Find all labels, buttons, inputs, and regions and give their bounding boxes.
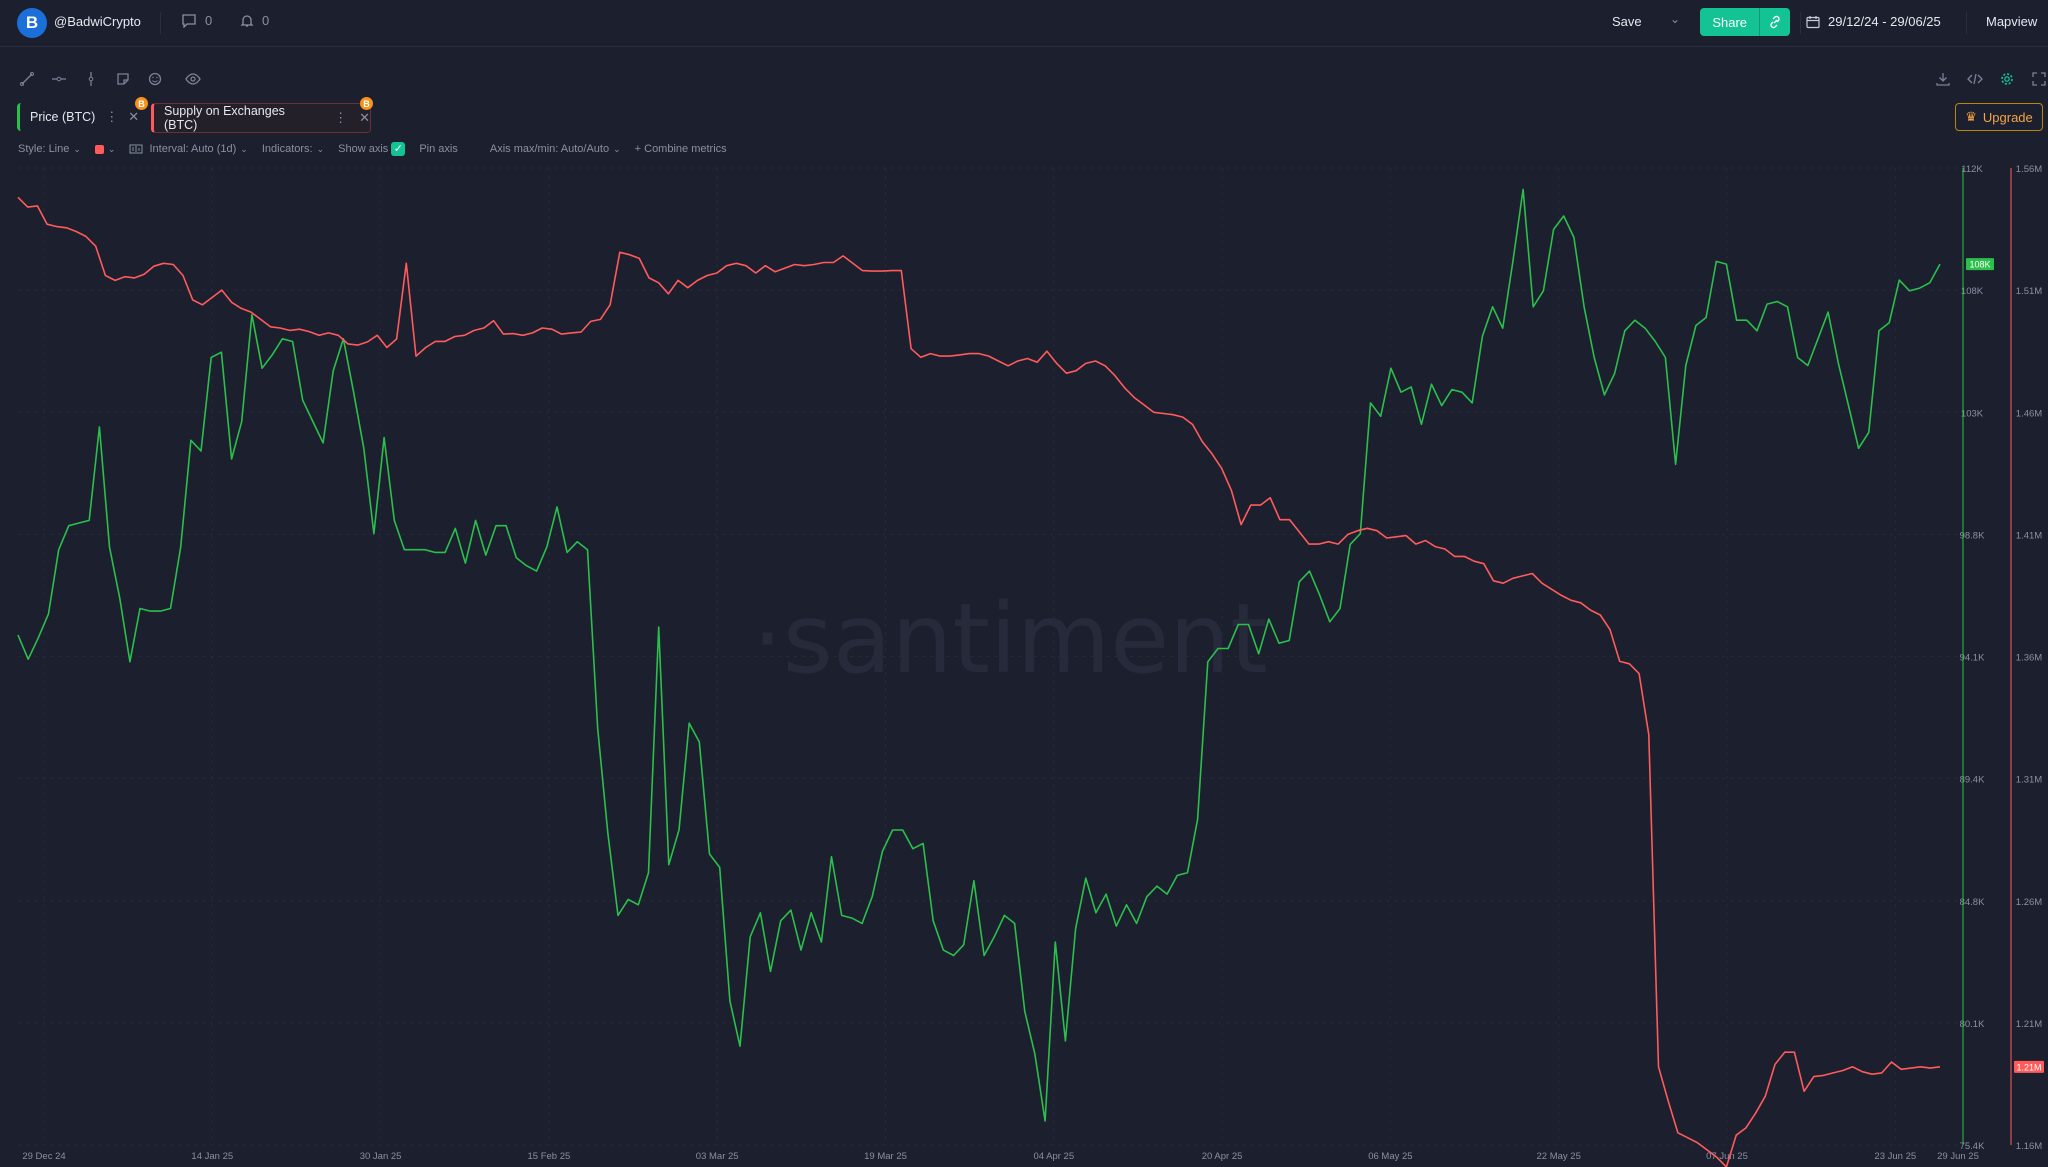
y-tick-left: 84.8K bbox=[1960, 897, 1985, 908]
metric-label: Price (BTC) bbox=[30, 110, 96, 124]
interval-dropdown[interactable]: Interval: Auto (1d) ⌄ bbox=[129, 143, 248, 155]
watermark: ·santiment bbox=[752, 583, 1268, 695]
fullscreen-icon[interactable] bbox=[2030, 70, 2048, 88]
metric-label: Supply on Exchanges (BTC) bbox=[164, 104, 285, 132]
price-series-line bbox=[17, 188, 1941, 1122]
bitcoin-icon: B bbox=[360, 97, 373, 110]
show-axis-toggle[interactable]: Show axis ✓ bbox=[338, 142, 406, 156]
share-button-group: Share bbox=[1700, 8, 1790, 36]
date-range-label: 29/12/24 - 29/06/25 bbox=[1828, 14, 1941, 29]
color-swatch bbox=[94, 144, 104, 154]
crown-icon: ♛ bbox=[1965, 109, 1977, 124]
y-tick-right: 1.51M bbox=[2016, 286, 2042, 297]
y-tick-right: 1.41M bbox=[2016, 530, 2042, 541]
divider bbox=[160, 12, 161, 34]
note-icon[interactable] bbox=[114, 70, 132, 88]
price-last-value-label: 108K bbox=[1969, 260, 1990, 270]
y-tick-right: 1.21M bbox=[2016, 1019, 2042, 1030]
indicators-dropdown[interactable]: Indicators: ⌄ bbox=[261, 143, 325, 155]
x-tick-label: 20 Apr 25 bbox=[1202, 1151, 1243, 1162]
x-tick-label: 22 May 25 bbox=[1537, 1151, 1581, 1162]
supply-last-value-label: 1.21M bbox=[2016, 1062, 2041, 1072]
bitcoin-icon: B bbox=[135, 97, 148, 110]
metric-tab-supply[interactable]: Supply on Exchanges (BTC) ⋮ ✕ bbox=[151, 103, 371, 133]
style-dropdown[interactable]: Style: Line ⌄ bbox=[18, 143, 81, 155]
save-options-chevron-icon[interactable]: ⌄ bbox=[1670, 12, 1681, 26]
price-last-value-badge bbox=[1966, 258, 1994, 271]
x-tick-label: 19 Mar 25 bbox=[864, 1151, 907, 1162]
y-tick-right: 1.46M bbox=[2016, 408, 2042, 419]
avatar[interactable]: B bbox=[17, 8, 47, 38]
close-icon[interactable]: ✕ bbox=[128, 109, 140, 124]
color-picker[interactable]: ⌄ bbox=[94, 143, 115, 155]
y-tick-left: 89.4K bbox=[1960, 775, 1985, 786]
checkbox-checked-icon[interactable]: ✓ bbox=[391, 142, 406, 156]
download-icon[interactable] bbox=[1934, 70, 1952, 88]
y-tick-left: 80.1K bbox=[1960, 1019, 1985, 1030]
divider bbox=[1966, 12, 1967, 34]
plus-icon: + bbox=[634, 143, 645, 155]
y-tick-left: 75.4K bbox=[1960, 1141, 1985, 1152]
vertical-line-icon[interactable] bbox=[82, 70, 100, 88]
date-range-picker[interactable]: 29/12/24 - 29/06/25 bbox=[1806, 14, 1941, 29]
y-tick-left: 108K bbox=[1961, 286, 1984, 297]
comments-button[interactable]: 0 bbox=[181, 13, 212, 28]
supply-last-value-badge bbox=[2014, 1060, 2044, 1073]
more-options-icon[interactable]: ⋮ bbox=[334, 110, 348, 125]
settings-icon[interactable] bbox=[1998, 70, 2016, 88]
chart-actions-toolbar bbox=[1934, 70, 2048, 88]
y-tick-left: 98.8K bbox=[1960, 530, 1985, 541]
metric-tab-price[interactable]: Price (BTC) ⋮ ✕ bbox=[17, 103, 140, 131]
combine-metrics-button[interactable]: + Combine metrics bbox=[634, 143, 727, 155]
x-tick-label: 14 Jan 25 bbox=[191, 1151, 233, 1162]
x-tick-label: 23 Jun 25 bbox=[1874, 1151, 1916, 1162]
share-button[interactable]: Share bbox=[1712, 14, 1748, 30]
x-tick-label: 15 Feb 25 bbox=[528, 1151, 571, 1162]
y-tick-right: 1.16M bbox=[2016, 1141, 2042, 1152]
eye-icon[interactable] bbox=[184, 70, 202, 88]
top-bar: B @BadwiCrypto 0 0 Save ⌄ Share 29/12/24… bbox=[0, 0, 2048, 47]
supply-series-line bbox=[17, 196, 1941, 1167]
upgrade-label: Upgrade bbox=[1982, 109, 2033, 125]
comments-count: 0 bbox=[205, 13, 213, 28]
alerts-button[interactable]: 0 bbox=[240, 13, 269, 28]
bell-icon bbox=[240, 14, 254, 27]
calendar-icon bbox=[1806, 15, 1820, 28]
x-tick-label: 04 Apr 25 bbox=[1033, 1151, 1074, 1162]
metric-settings-row: Style: Line ⌄ ⌄ Interval: Auto (1d) ⌄ Indi… bbox=[18, 142, 727, 156]
draw-line-icon[interactable] bbox=[18, 70, 36, 88]
horizontal-ray-icon[interactable] bbox=[50, 70, 68, 88]
x-tick-label: 29 Jun 25 bbox=[1937, 1151, 1979, 1162]
y-tick-right: 1.31M bbox=[2016, 775, 2042, 786]
x-tick-label: 03 Mar 25 bbox=[696, 1151, 739, 1162]
pin-axis-toggle[interactable]: Pin axis bbox=[419, 143, 458, 155]
alerts-count: 0 bbox=[262, 13, 270, 28]
more-options-icon[interactable]: ⋮ bbox=[105, 109, 119, 124]
comment-icon bbox=[182, 13, 196, 28]
divider bbox=[1800, 12, 1801, 34]
y-tick-left: 103K bbox=[1961, 408, 1984, 419]
y-tick-left: 112K bbox=[1961, 164, 1983, 175]
y-tick-left: 94.1K bbox=[1960, 653, 1985, 664]
emoji-icon[interactable] bbox=[146, 70, 164, 88]
drawing-toolbar bbox=[18, 70, 202, 88]
copy-link-icon[interactable] bbox=[1759, 8, 1790, 36]
y-tick-right: 1.26M bbox=[2016, 897, 2042, 908]
axis-minmax-dropdown[interactable]: Axis max/min: Auto/Auto ⌄ bbox=[489, 143, 621, 155]
username[interactable]: @BadwiCrypto bbox=[54, 14, 141, 29]
x-tick-label: 29 Dec 24 bbox=[22, 1151, 65, 1162]
x-tick-label: 07 Jun 25 bbox=[1706, 1151, 1748, 1162]
save-button[interactable]: Save bbox=[1612, 14, 1642, 29]
embed-code-icon[interactable] bbox=[1966, 70, 1984, 88]
y-tick-right: 1.36M bbox=[2016, 653, 2042, 664]
mapview-button[interactable]: Mapview bbox=[1986, 14, 2038, 29]
upgrade-button[interactable]: ♛ Upgrade bbox=[1955, 103, 2043, 131]
candles-icon bbox=[129, 144, 143, 154]
x-tick-label: 06 May 25 bbox=[1368, 1151, 1412, 1162]
x-tick-label: 30 Jan 25 bbox=[360, 1151, 402, 1162]
y-tick-right: 1.56M bbox=[2016, 164, 2042, 175]
chart[interactable]: ·santiment 112K 1.56M 108K 1.51M 103K 1.46M 98.… bbox=[0, 160, 2048, 1167]
close-icon[interactable]: ✕ bbox=[359, 110, 370, 125]
